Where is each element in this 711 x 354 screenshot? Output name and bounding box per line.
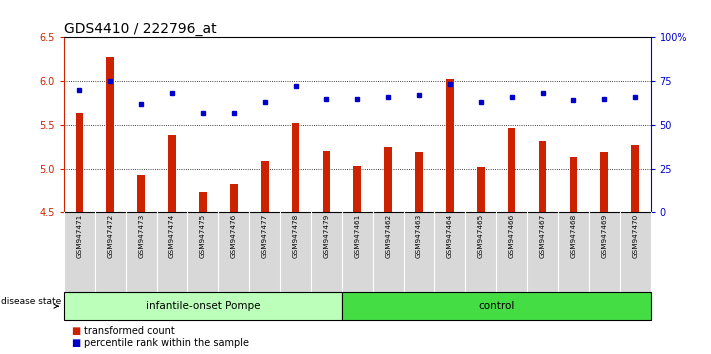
Text: transformed count: transformed count bbox=[84, 326, 175, 336]
Text: GSM947465: GSM947465 bbox=[478, 213, 483, 258]
Text: GSM947473: GSM947473 bbox=[138, 213, 144, 258]
Text: GSM947466: GSM947466 bbox=[508, 213, 515, 258]
Bar bbox=[384, 147, 392, 212]
Text: GSM947472: GSM947472 bbox=[107, 213, 113, 258]
Bar bbox=[570, 157, 577, 212]
Text: GSM947474: GSM947474 bbox=[169, 213, 175, 258]
Text: ■: ■ bbox=[71, 338, 80, 348]
Text: GSM947463: GSM947463 bbox=[416, 213, 422, 258]
Bar bbox=[107, 57, 114, 212]
Text: GSM947464: GSM947464 bbox=[447, 213, 453, 258]
Bar bbox=[261, 161, 269, 212]
Text: GSM947467: GSM947467 bbox=[540, 213, 545, 258]
Text: GSM947477: GSM947477 bbox=[262, 213, 267, 258]
Bar bbox=[292, 123, 299, 212]
Text: percentile rank within the sample: percentile rank within the sample bbox=[84, 338, 249, 348]
Text: GSM947469: GSM947469 bbox=[602, 213, 607, 258]
Text: GSM947462: GSM947462 bbox=[385, 213, 391, 258]
Bar bbox=[539, 142, 546, 212]
Bar bbox=[477, 167, 485, 212]
Text: disease state: disease state bbox=[1, 297, 62, 307]
Bar bbox=[199, 192, 207, 212]
Text: GSM947476: GSM947476 bbox=[231, 213, 237, 258]
Bar bbox=[631, 145, 639, 212]
Text: infantile-onset Pompe: infantile-onset Pompe bbox=[146, 301, 260, 311]
Text: control: control bbox=[478, 301, 514, 311]
Bar bbox=[600, 152, 608, 212]
Bar bbox=[323, 151, 331, 212]
Bar bbox=[508, 128, 515, 212]
Text: GSM947475: GSM947475 bbox=[200, 213, 206, 258]
Text: GSM947461: GSM947461 bbox=[354, 213, 360, 258]
Text: GSM947478: GSM947478 bbox=[292, 213, 299, 258]
Text: ■: ■ bbox=[71, 326, 80, 336]
Text: GSM947468: GSM947468 bbox=[570, 213, 577, 258]
Bar bbox=[137, 175, 145, 212]
Text: GSM947470: GSM947470 bbox=[632, 213, 638, 258]
Bar bbox=[415, 152, 423, 212]
Bar bbox=[446, 79, 454, 212]
Bar bbox=[169, 135, 176, 212]
Text: GSM947479: GSM947479 bbox=[324, 213, 329, 258]
Text: GDS4410 / 222796_at: GDS4410 / 222796_at bbox=[64, 22, 217, 36]
Bar bbox=[230, 184, 237, 212]
Bar bbox=[75, 113, 83, 212]
Bar bbox=[353, 166, 361, 212]
Text: GSM947471: GSM947471 bbox=[76, 213, 82, 258]
